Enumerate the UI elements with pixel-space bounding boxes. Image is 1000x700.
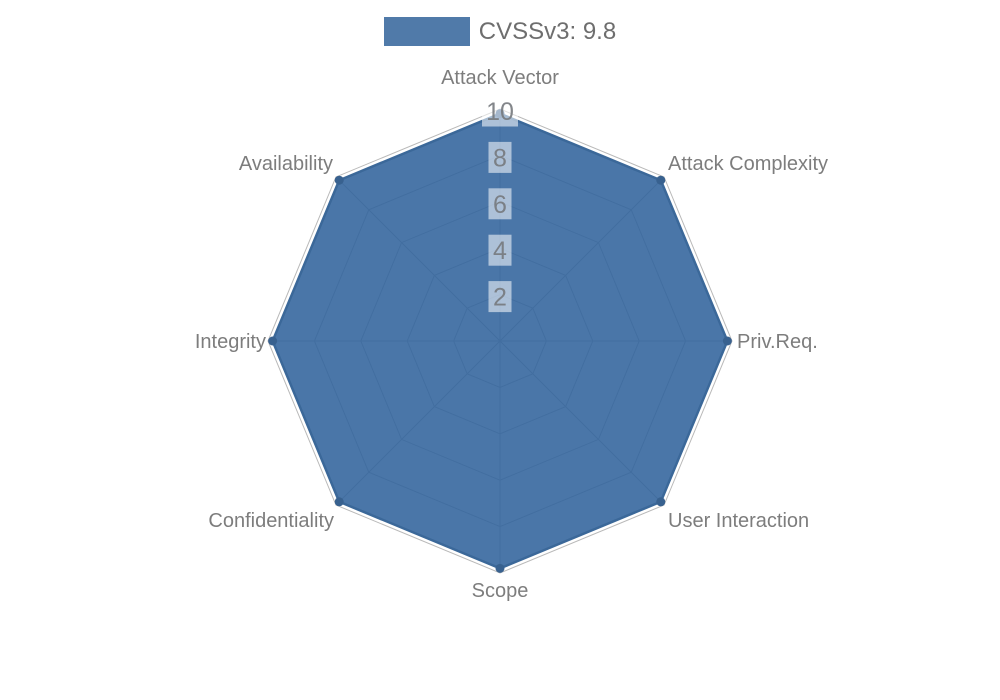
chart-legend: CVSSv3: 9.8 [0,16,1000,46]
radar-series-marker [495,563,505,573]
radar-tick-label: 8 [493,144,507,172]
legend-label: CVSSv3: 9.8 [478,17,617,45]
radar-axis-label-integrity: Integrity [195,331,266,353]
radar-axis-label-attack-vector: Attack Vector [441,67,559,89]
radar-axis-label-confidentiality: Confidentiality [208,510,334,532]
radar-axis-label-availability: Availability [239,153,333,175]
radar-series-marker [656,497,666,507]
radar-tick-box [482,95,518,127]
radar-axis-label-attack-complexity: Attack Complexity [668,153,828,175]
radar-series-marker [268,336,278,346]
radar-tick-box [488,281,512,313]
radar-axis-label-priv-req: Priv.Req. [737,331,818,353]
radar-tick-label: 2 [493,284,507,312]
radar-tick-label: 6 [493,191,507,219]
legend-swatch [383,16,470,46]
radar-tick-label: 4 [493,237,507,265]
radar-axis-label-user-interaction: User Interaction [668,510,809,532]
radar-series-marker [656,175,666,185]
radar-tick-box [488,234,512,266]
radar-axis-label-scope: Scope [472,580,529,602]
radar-tick-box [488,188,512,220]
radar-tick-box [488,141,512,173]
radar-series-marker [334,175,344,185]
radar-grid-ring [267,108,733,574]
radar-tick-label: 10 [486,98,514,126]
radar-series-marker [334,497,344,507]
radar-series-marker [722,336,732,346]
